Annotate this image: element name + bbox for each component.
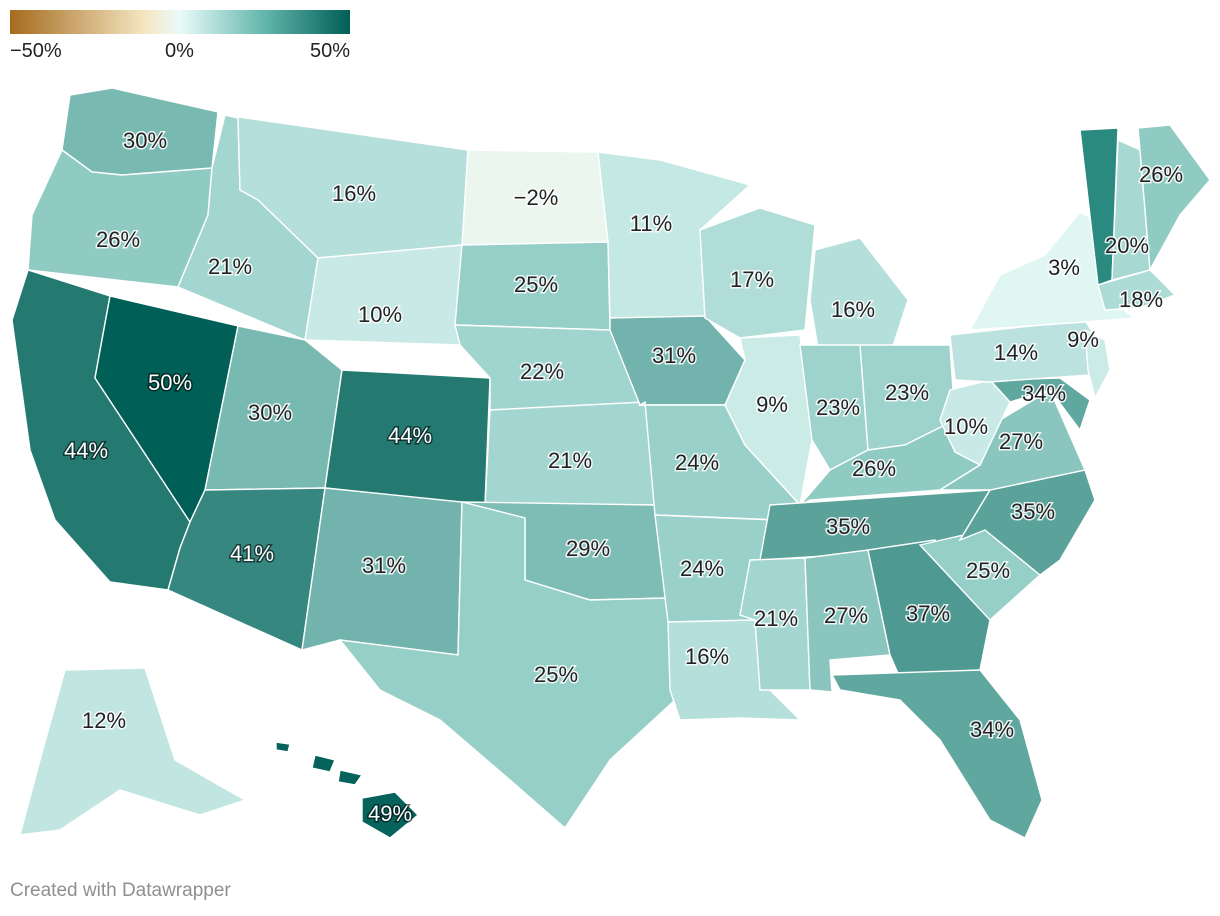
- state-label-va: 27%: [999, 429, 1043, 454]
- state-label-md: 34%: [1022, 381, 1066, 406]
- state-label-nv: 50%: [148, 370, 192, 395]
- state-label-nc: 35%: [1011, 499, 1055, 524]
- state-label-al: 27%: [824, 603, 868, 628]
- state-label-wy: 10%: [358, 302, 402, 327]
- state-label-mo: 24%: [675, 450, 719, 475]
- state-wy[interactable]: [304, 244, 463, 346]
- state-fl[interactable]: [830, 669, 1043, 839]
- state-label-tx: 25%: [534, 662, 578, 687]
- state-label-ky: 26%: [852, 456, 896, 481]
- state-label-wa: 30%: [123, 128, 167, 153]
- state-md[interactable]: [988, 377, 1091, 432]
- state-label-ut: 30%: [248, 400, 292, 425]
- state-label-la: 16%: [685, 644, 729, 669]
- state-label-nh: 20%: [1105, 233, 1149, 258]
- state-label-oh: 23%: [885, 380, 929, 405]
- state-label-mt: 16%: [332, 181, 376, 206]
- state-label-or: 26%: [96, 227, 140, 252]
- state-label-fl: 34%: [970, 717, 1014, 742]
- state-label-in: 23%: [816, 395, 860, 420]
- state-me[interactable]: [1137, 124, 1211, 273]
- state-label-ne: 22%: [520, 359, 564, 384]
- state-label-tn: 35%: [826, 514, 870, 539]
- us-choropleth-map: 30% 26% 44% 50% 21% 16% 10% 30% 41% 44% 31% −2% 25% 2…: [11, 87, 1211, 839]
- state-label-pa: 14%: [994, 340, 1038, 365]
- state-label-ok: 29%: [566, 536, 610, 561]
- legend-color-bar: [10, 10, 350, 34]
- credit-text: Created with Datawrapper: [10, 880, 231, 901]
- state-label-ny: 3%: [1048, 255, 1080, 280]
- state-label-ks: 21%: [548, 448, 592, 473]
- state-label-mi: 16%: [831, 297, 875, 322]
- state-label-ak: 12%: [82, 708, 126, 733]
- legend-min-label: −50%: [10, 40, 62, 62]
- state-label-nj: 9%: [1067, 327, 1099, 352]
- state-label-ga: 37%: [906, 601, 950, 626]
- state-label-il: 9%: [756, 392, 788, 417]
- state-hi[interactable]: [275, 741, 420, 839]
- state-label-me: 26%: [1139, 162, 1183, 187]
- state-ma[interactable]: [1097, 269, 1177, 311]
- state-label-az: 41%: [230, 541, 274, 566]
- state-label-ia: 31%: [652, 343, 696, 368]
- state-label-mn: 11%: [630, 211, 672, 236]
- state-label-co: 44%: [388, 423, 432, 448]
- legend-max-label: 50%: [309, 40, 350, 62]
- state-label-ma: 18%: [1119, 287, 1163, 312]
- state-ak[interactable]: [19, 667, 247, 836]
- state-label-sd: 25%: [514, 272, 558, 297]
- state-label-hi: 49%: [368, 801, 412, 826]
- legend-mid-label: 0%: [165, 40, 194, 62]
- state-nj[interactable]: [1084, 328, 1111, 400]
- state-label-id: 21%: [208, 254, 252, 279]
- color-legend: −50% 0% 50%: [10, 10, 350, 62]
- state-label-nd: −2%: [514, 185, 559, 210]
- state-label-wv: 10%: [944, 414, 988, 439]
- state-tx[interactable]: [338, 501, 676, 830]
- state-label-nm: 31%: [362, 553, 406, 578]
- state-label-ms: 21%: [754, 606, 798, 631]
- state-label-wi: 17%: [730, 267, 774, 292]
- state-label-ca: 44%: [64, 438, 108, 463]
- state-label-ar: 24%: [680, 556, 724, 581]
- state-label-sc: 25%: [966, 558, 1010, 583]
- state-wi[interactable]: [699, 207, 816, 339]
